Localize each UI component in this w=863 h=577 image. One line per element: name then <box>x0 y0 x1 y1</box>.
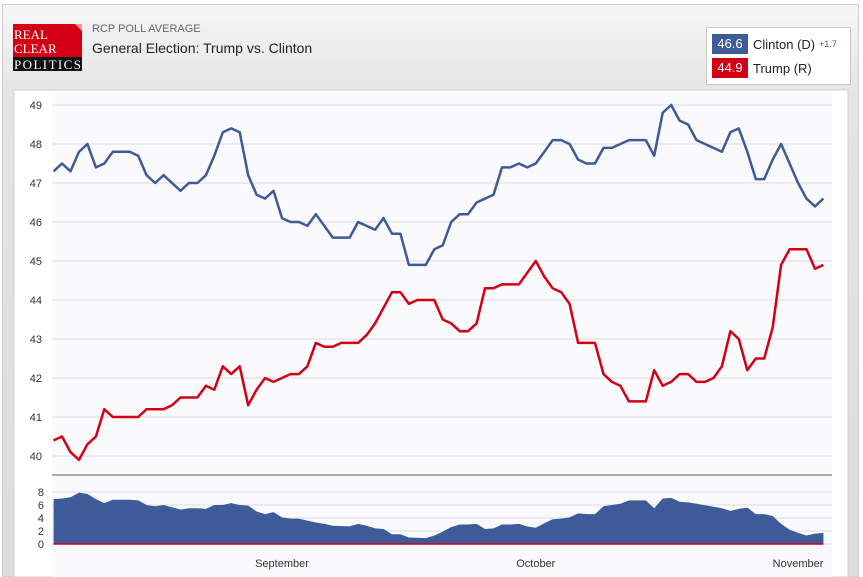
spread-tick-label: 8 <box>38 487 44 499</box>
legend-item-clinton[interactable]: 46.6 Clinton (D) +1.7 <box>712 34 837 54</box>
x-tick-label: November <box>773 558 824 570</box>
svg-text:REAL: REAL <box>14 27 48 42</box>
x-tick-label: October <box>516 558 555 570</box>
y-tick-label: 43 <box>30 334 42 346</box>
y-tick-label: 40 <box>30 451 42 463</box>
y-tick-label: 45 <box>30 256 42 268</box>
chart-subtitle: RCP POLL AVERAGE <box>92 23 201 35</box>
y-tick-label: 44 <box>30 295 42 307</box>
legend-label: Trump (R) <box>753 60 812 76</box>
y-tick-label: 46 <box>30 217 42 229</box>
plot-area <box>52 92 832 577</box>
series-line-trump <box>53 248 824 462</box>
spread-tick-label: 0 <box>38 539 44 551</box>
rcp-logo: REAL CLEAR POLITICS <box>13 24 82 71</box>
legend-value: 46.6 <box>712 34 748 54</box>
y-tick-label: 49 <box>30 100 42 112</box>
legend-label: Clinton (D) <box>753 36 816 52</box>
legend-value: 44.9 <box>712 58 748 78</box>
legend-item-trump[interactable]: 44.9 Trump (R) <box>712 58 812 78</box>
spread-area <box>53 492 824 544</box>
y-tick-label: 48 <box>30 139 42 151</box>
spread-value: +1.7 <box>819 39 837 49</box>
legend: 46.6 Clinton (D) +1.7 44.9 Trump (R) <box>706 27 851 85</box>
y-tick-label: 41 <box>30 412 42 424</box>
chart-title: General Election: Trump vs. Clinton <box>92 40 313 56</box>
y-tick-label: 47 <box>30 178 42 190</box>
spread-tick-label: 2 <box>38 526 44 538</box>
spread-tick-label: 6 <box>38 500 44 512</box>
y-tick-label: 42 <box>30 373 42 385</box>
spread-tick-label: 4 <box>38 513 44 525</box>
x-tick-label: September <box>255 558 309 570</box>
series-line-clinton <box>52 103 825 267</box>
svg-text:CLEAR: CLEAR <box>14 41 57 56</box>
